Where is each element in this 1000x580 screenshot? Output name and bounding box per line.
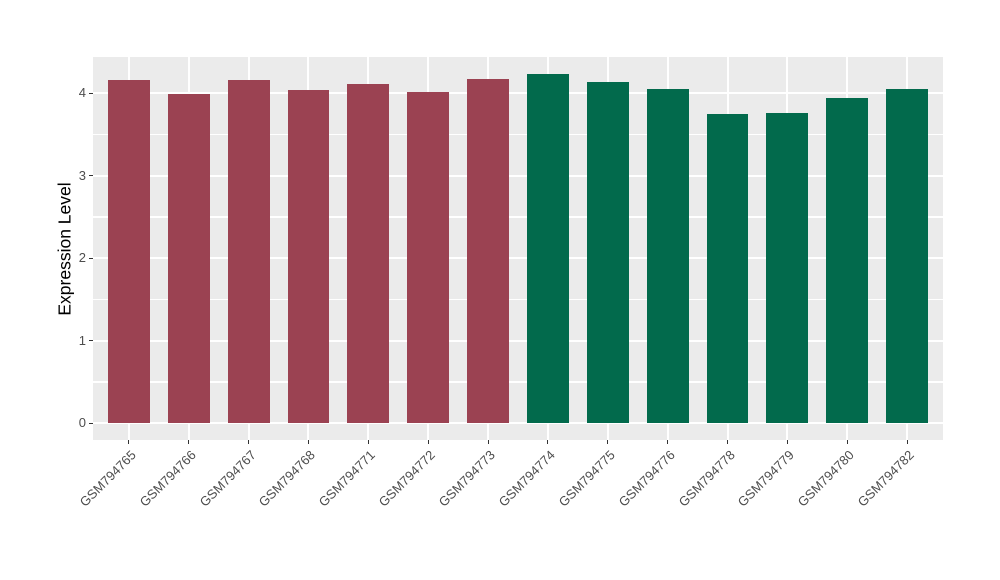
bar (586, 81, 629, 423)
x-tick-label: GSM794775 (555, 447, 618, 510)
gridline-major-h (93, 92, 943, 95)
y-tick-label: 0 (78, 415, 86, 430)
x-tick-label: GSM794778 (675, 447, 738, 510)
y-tick-mark (89, 175, 93, 177)
gridline-minor-h (93, 381, 943, 383)
y-tick-label: 3 (78, 167, 86, 183)
bar (347, 84, 390, 423)
gridline-minor-h (93, 216, 943, 218)
x-tick-mark (307, 440, 309, 444)
x-tick-label: GSM794776 (615, 447, 678, 510)
y-tick-mark (89, 92, 93, 94)
x-tick-mark (786, 440, 788, 444)
x-tick-label: GSM794766 (136, 447, 199, 510)
x-tick-label: GSM794780 (794, 447, 858, 510)
bar (826, 98, 869, 423)
x-tick-mark (248, 440, 250, 444)
y-tick-label: 4 (78, 85, 86, 101)
bar (766, 113, 809, 423)
gridline-major-h (93, 422, 943, 424)
bar (467, 78, 509, 423)
plot-panel (93, 57, 943, 440)
x-tick-mark (427, 440, 429, 444)
x-tick-mark (188, 440, 190, 444)
gridline-major-h (93, 339, 943, 342)
x-tick-label: GSM794767 (196, 447, 259, 510)
x-tick-mark (906, 440, 908, 444)
bar (167, 94, 210, 423)
y-tick-mark (89, 340, 93, 342)
bar (706, 114, 749, 423)
x-tick-mark (846, 440, 848, 444)
x-tick-mark (367, 440, 369, 444)
x-tick-label: GSM794774 (495, 447, 558, 510)
x-tick-label: GSM794771 (316, 447, 379, 510)
x-tick-label: GSM794765 (76, 447, 139, 510)
gridline-major-h (93, 174, 943, 177)
x-tick-label: GSM794773 (435, 447, 498, 510)
x-tick-mark (487, 440, 489, 444)
y-tick-label: 1 (78, 332, 86, 348)
y-tick-mark (89, 422, 93, 424)
x-tick-mark (547, 440, 549, 444)
bar (886, 89, 929, 423)
x-tick-label: GSM794779 (735, 447, 798, 510)
x-tick-label: GSM794772 (375, 447, 439, 510)
y-tick-mark (89, 257, 93, 259)
bar (646, 89, 689, 423)
x-tick-mark (727, 440, 728, 444)
y-tick-label: 2 (78, 250, 86, 266)
x-tick-label: GSM794768 (256, 447, 319, 510)
bar (407, 91, 450, 423)
y-axis-title: Expression Level (54, 182, 75, 316)
bar (107, 80, 150, 423)
bar (227, 80, 270, 423)
x-tick-mark (607, 440, 609, 444)
gridline-major-h (93, 257, 943, 260)
x-tick-mark (128, 440, 130, 444)
bar (287, 90, 330, 423)
bar (526, 74, 569, 423)
gridline-minor-h (93, 298, 943, 301)
gridline-minor-h (93, 133, 943, 136)
x-tick-label: GSM794782 (854, 447, 917, 510)
x-tick-mark (667, 440, 669, 444)
